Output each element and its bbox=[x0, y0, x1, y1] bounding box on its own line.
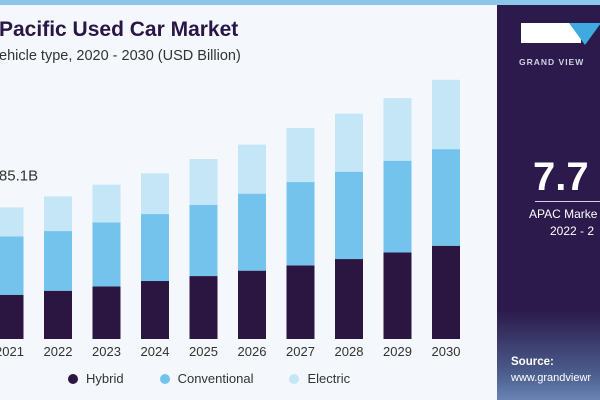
legend-dot-icon bbox=[68, 373, 78, 384]
cagr-value: 7.7 bbox=[533, 155, 589, 199]
bar-hybrid-2021 bbox=[0, 294, 24, 339]
chart-title: Pacific Used Car Market bbox=[0, 18, 239, 41]
bar-conventional-2021 bbox=[0, 236, 24, 295]
legend-dot-icon bbox=[289, 373, 300, 384]
bar-hybrid-2026 bbox=[238, 270, 266, 339]
legend: Hybrid Conventional Electric bbox=[68, 371, 386, 386]
panel-background-pattern bbox=[497, 310, 600, 400]
cagr-label: APAC Marke bbox=[529, 207, 598, 221]
bar-electric-2022 bbox=[44, 196, 72, 232]
bar-hybrid-2030 bbox=[432, 245, 460, 339]
chart-subtitle: ehicle type, 2020 - 2030 (USD Billion) bbox=[0, 48, 241, 64]
top-accent-bar bbox=[0, 0, 600, 5]
x-tick-label: 2024 bbox=[141, 344, 170, 359]
bar-conventional-2026 bbox=[238, 193, 266, 271]
x-tick-label: 2021 bbox=[0, 344, 24, 359]
bar-electric-2030 bbox=[432, 79, 460, 150]
x-tick-label: 2022 bbox=[44, 344, 73, 359]
bar-electric-2023 bbox=[92, 184, 121, 223]
x-tick-label: 2028 bbox=[335, 344, 364, 359]
bar-electric-2029 bbox=[383, 98, 412, 161]
bar-conventional-2028 bbox=[335, 171, 363, 260]
bar-electric-2026 bbox=[238, 144, 266, 194]
x-tick-label: 2027 bbox=[286, 344, 315, 359]
bar-hybrid-2028 bbox=[335, 259, 363, 339]
side-panel: GRAND VIEW 7.7 APAC Marke 2022 - 2 Sourc… bbox=[497, 5, 600, 400]
source-label: Source: bbox=[511, 356, 554, 368]
brand-name: GRAND VIEW bbox=[519, 57, 585, 67]
bar-conventional-2029 bbox=[383, 160, 412, 253]
bar-hybrid-2027 bbox=[286, 265, 315, 339]
bar-electric-2024 bbox=[141, 173, 169, 215]
legend-label: Electric bbox=[307, 371, 351, 386]
x-tick-label: 2025 bbox=[189, 344, 218, 359]
legend-dot-icon bbox=[159, 373, 170, 384]
x-tick-label: 2026 bbox=[238, 344, 267, 359]
legend-item-conventional: Conventional bbox=[159, 371, 254, 386]
legend-item-electric: Electric bbox=[289, 371, 350, 386]
bar-conventional-2024 bbox=[141, 214, 169, 282]
x-tick-label: 2029 bbox=[383, 344, 412, 359]
bar-electric-2025 bbox=[189, 159, 218, 205]
bar-hybrid-2025 bbox=[189, 276, 218, 339]
bar-conventional-2023 bbox=[92, 222, 121, 287]
x-tick-label: 2030 bbox=[432, 344, 461, 359]
grand-view-logo bbox=[521, 23, 581, 43]
divider bbox=[535, 201, 600, 202]
bar-hybrid-2029 bbox=[383, 252, 412, 339]
source-url[interactable]: www.grandviewr bbox=[511, 372, 592, 384]
stacked-bar-chart: 2021 85.1B 2022 2023 2024 2025 2026 2027 2028 202… bbox=[0, 79, 461, 359]
legend-label: Hybrid bbox=[86, 371, 124, 386]
bar-conventional-2022 bbox=[44, 231, 72, 291]
x-tick-label: 2023 bbox=[92, 344, 121, 359]
bar-electric-2021 bbox=[0, 207, 24, 237]
cagr-period: 2022 - 2 bbox=[550, 224, 595, 238]
bar-conventional-2030 bbox=[432, 149, 460, 246]
bar-hybrid-2023 bbox=[92, 286, 121, 339]
bar-conventional-2027 bbox=[286, 182, 315, 266]
bar-hybrid-2024 bbox=[141, 281, 169, 339]
legend-label: Conventional bbox=[177, 371, 254, 386]
bar-conventional-2025 bbox=[189, 204, 218, 277]
bar-hybrid-2022 bbox=[44, 290, 72, 339]
bar-electric-2028 bbox=[335, 113, 363, 172]
legend-item-hybrid: Hybrid bbox=[68, 371, 124, 386]
total-label: 85.1B bbox=[0, 167, 38, 184]
bar-electric-2027 bbox=[286, 128, 315, 183]
logo-triangle-icon bbox=[569, 23, 600, 45]
